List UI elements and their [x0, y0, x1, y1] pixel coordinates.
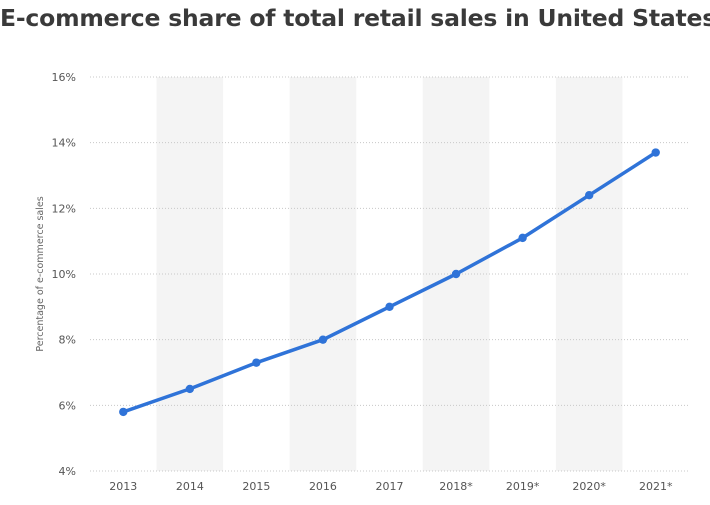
y-tick-label: 8% — [59, 334, 76, 347]
y-axis-ticks: 4% 6% 8% 10% 12% 14% 16% — [52, 71, 76, 478]
x-tick-label: 2018* — [439, 480, 473, 493]
data-point-2015[interactable] — [252, 358, 261, 367]
data-point-2016[interactable] — [318, 335, 328, 344]
x-axis-ticks: 2013 2014 2015 2016 2017 2018* 2019* 2020* 2021* — [109, 480, 673, 493]
y-tick-label: 16% — [52, 71, 76, 84]
data-point-2018[interactable] — [451, 269, 461, 279]
column-band-2016 — [289, 77, 357, 471]
x-tick-label: 2021* — [639, 480, 673, 493]
y-tick-label: 4% — [59, 465, 76, 478]
y-tick-label: 14% — [52, 137, 76, 150]
data-point-2013[interactable] — [119, 407, 128, 417]
series-e-commerce-share — [119, 148, 660, 417]
x-tick-label: 2013 — [109, 480, 137, 493]
data-point-2021[interactable] — [651, 148, 660, 157]
x-tick-label: 2020* — [572, 480, 606, 493]
data-point-2014[interactable] — [185, 384, 195, 394]
data-point-2017[interactable] — [385, 302, 394, 312]
data-point-2019[interactable] — [518, 233, 527, 243]
x-tick-label: 2019* — [506, 480, 540, 493]
x-tick-label: 2015 — [242, 480, 270, 493]
x-tick-label: 2017 — [376, 480, 404, 493]
y-tick-label: 12% — [52, 202, 76, 215]
column-band-2020 — [555, 77, 623, 471]
y-axis-label: Percentage of e-commerce sales — [35, 196, 46, 351]
x-tick-label: 2014 — [176, 480, 204, 493]
y-tick-label: 6% — [59, 399, 76, 412]
data-point-2020[interactable] — [584, 191, 594, 200]
chart-title: E-commerce share of total retail sales i… — [0, 4, 710, 32]
gridlines — [90, 76, 689, 472]
y-tick-label: 10% — [52, 268, 76, 281]
x-tick-label: 2016 — [309, 480, 337, 493]
